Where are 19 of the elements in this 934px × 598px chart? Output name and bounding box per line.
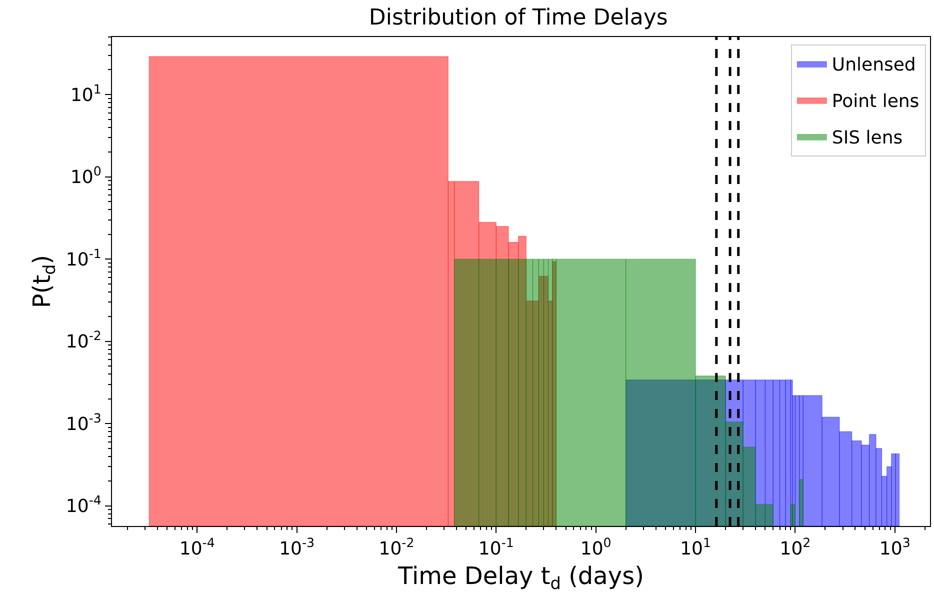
y-tick-label: 10$^{-4}$ xyxy=(66,492,102,518)
legend-label: SIS lens xyxy=(832,127,903,148)
y-tick-label: 10$^{-3}$ xyxy=(66,410,102,435)
x-tick-label: 10$^{3}$ xyxy=(879,535,910,560)
y-tick-label: 10$^{0}$ xyxy=(70,164,102,188)
x-tick-label: 10$^{-2}$ xyxy=(378,535,414,560)
x-tick-label: 10$^{1}$ xyxy=(680,535,711,560)
x-tick-label: 10$^{2}$ xyxy=(780,535,811,560)
x-tick-label: 10$^{-4}$ xyxy=(179,535,215,560)
y-tick-label: 10$^{1}$ xyxy=(70,81,102,106)
chart-title: Distribution of Time Delays xyxy=(368,5,668,30)
y-tick-label: 10$^{-2}$ xyxy=(66,328,102,353)
legend-label: Unlensed xyxy=(832,54,916,76)
x-tick-label: 10$^{-3}$ xyxy=(279,535,315,560)
legend-label: Point lens xyxy=(832,90,920,112)
x-tick-label: 10$^{-1}$ xyxy=(478,535,514,560)
x-tick-label: 10$^{0}$ xyxy=(580,535,612,560)
y-tick-label: 10$^{-1}$ xyxy=(66,246,102,270)
x-axis-title: Time Delay t$_{d}$ (days) xyxy=(397,562,644,593)
